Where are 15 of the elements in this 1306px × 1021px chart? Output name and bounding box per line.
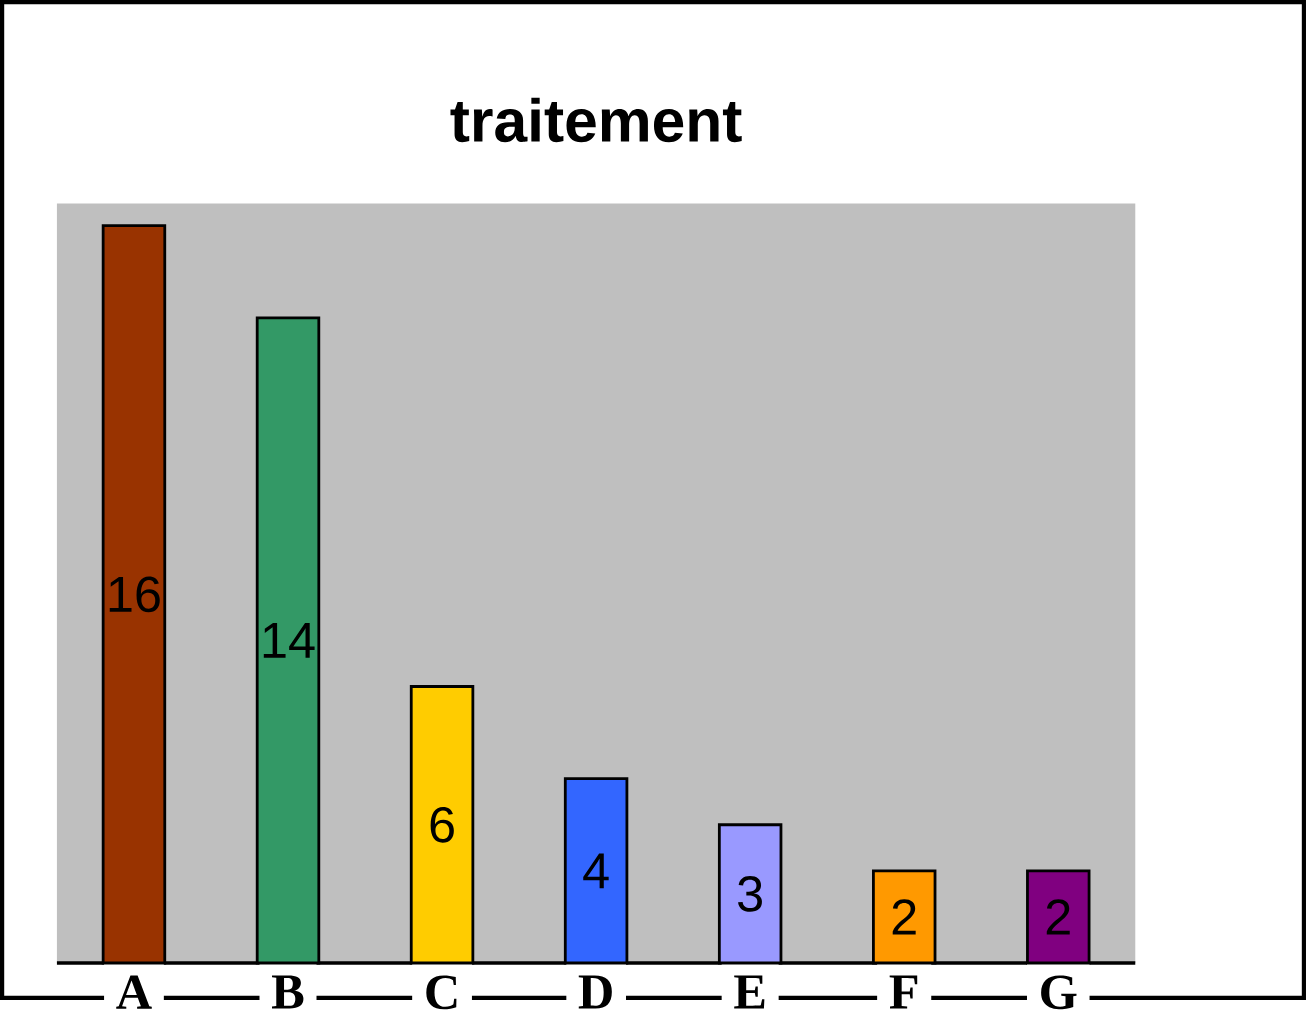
x-tick-label: F: [889, 975, 918, 1009]
data-label: 16: [109, 576, 160, 613]
data-label: 4: [583, 853, 609, 889]
x-tick-label: B: [272, 975, 304, 1009]
data-label: 2: [892, 899, 916, 935]
chart-title: traitement: [450, 97, 742, 143]
data-label: 14: [263, 623, 315, 658]
x-tick-label: D: [578, 975, 612, 1009]
x-tick-label: C: [426, 975, 457, 1010]
x-tick-label: E: [734, 975, 765, 1009]
data-label: 6: [430, 806, 454, 843]
data-label: 2: [1046, 899, 1070, 935]
x-tick-label: A: [116, 975, 152, 1009]
data-label: 3: [738, 876, 762, 912]
x-tick-label: G: [1041, 975, 1077, 1010]
